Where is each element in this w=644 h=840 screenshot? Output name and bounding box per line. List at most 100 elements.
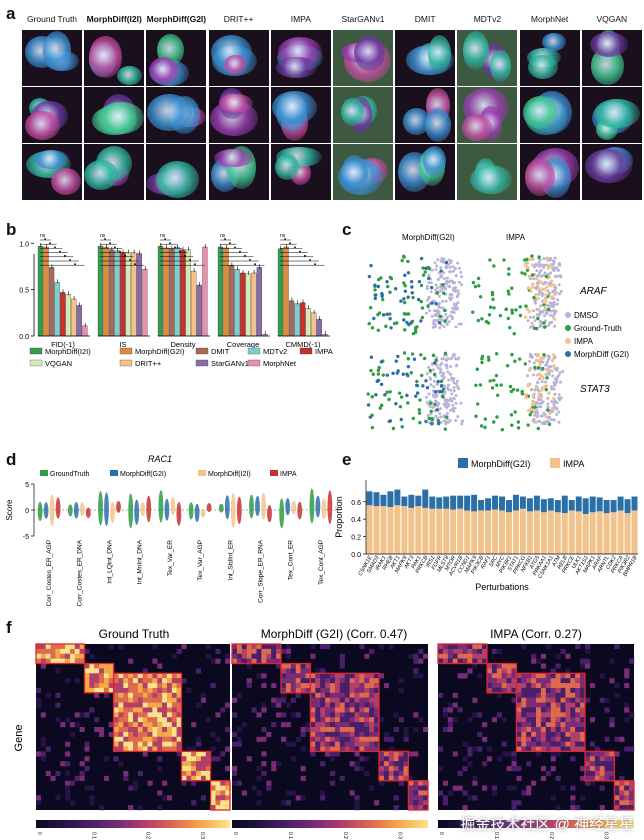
cell-image-tile [22,87,82,143]
bar-morphdiff [415,495,422,507]
umap-point [506,289,510,293]
umap-point [529,289,533,293]
umap-point [530,273,535,277]
bar-morphdiff [394,489,401,506]
umap-point [535,414,539,418]
umap-point [536,353,541,357]
umap-point [427,392,431,396]
umap-point [377,365,381,370]
cell-image-tile [395,87,456,143]
bar [283,246,289,337]
umap-point [405,372,409,376]
umap-point [434,283,438,287]
umap-point [530,387,534,391]
bar [142,269,148,337]
umap-point [551,259,555,263]
heatmap [35,643,231,811]
category-label: Tex_Var_AGP [197,540,204,581]
umap-point [441,299,445,303]
umap-point [545,368,550,373]
umap-point [533,405,537,409]
cluster-box [584,750,616,782]
umap-point [446,357,450,361]
column-title: MorphDiff(G2I) [146,14,207,24]
umap-point [385,312,389,317]
umap-point [403,328,407,332]
umap-point [537,286,541,291]
umap-point [438,371,442,375]
bar [234,269,240,337]
umap-point [549,313,553,317]
category-label: ATM [551,555,563,569]
category-label: IRS1 [425,555,436,569]
bar [300,302,306,337]
umap-point [431,393,435,397]
bar-impa [533,510,540,554]
umap-point [508,325,512,330]
umap-point [441,283,445,287]
legend-label: MorphDiff(G2I) [120,471,166,478]
umap-point [541,292,545,296]
umap-point [510,311,515,315]
umap-point [450,315,454,319]
violin [249,494,254,519]
umap-point [380,291,384,296]
bar-impa [387,506,394,554]
umap-point [544,415,548,419]
bar-morphdiff [603,500,610,514]
umap-point [433,361,437,365]
umap-point [535,313,539,317]
panel-label-d: d [6,450,17,469]
umap-point [457,322,461,326]
umap-point [526,423,530,427]
umap-point [452,381,456,385]
legend-label: VQGAN [45,359,72,368]
violin [327,490,333,524]
legend-label: DMSO [574,311,598,320]
umap-point [410,291,414,295]
significance-label: ns [160,233,166,239]
umap-point [553,292,557,297]
umap-point [435,291,440,295]
umap-point [446,420,450,424]
umap-point [531,309,535,313]
umap-point [528,355,532,359]
violin [218,503,224,513]
umap-point [549,279,554,283]
umap-point [405,393,409,398]
cell-image-tile [146,144,207,200]
umap-point [376,368,381,373]
cell-image-tile [146,87,207,143]
umap-point [547,391,551,395]
cell-image-tile [457,87,518,143]
umap-point [401,372,405,376]
umap-point [445,266,449,270]
umap-point [542,353,546,357]
umap-point [556,366,560,370]
umap-point [439,368,443,372]
umap-point [442,415,446,419]
umap-point [510,352,514,357]
umap-point [537,402,541,406]
umap-point [542,303,546,307]
category-label: Corr_Costes_ER_AGP [46,540,53,606]
umap-point [427,281,431,285]
legend-label: MorphDiff (G2I) [574,350,629,359]
bar [202,246,208,337]
umap-point [445,276,449,280]
umap-point [545,376,549,380]
umap-point [402,254,406,259]
umap-point [406,271,411,275]
violin [134,499,140,525]
bar-impa [624,513,631,554]
umap-point [411,295,415,300]
bar [65,294,71,337]
umap-point [506,316,510,321]
umap-point [406,357,410,361]
legend-label: MorphDiff(I2I) [45,347,91,356]
umap-point [427,365,431,369]
umap-point [487,313,492,317]
umap-point [546,289,550,293]
umap-point [537,292,541,296]
umap-point [431,353,436,358]
